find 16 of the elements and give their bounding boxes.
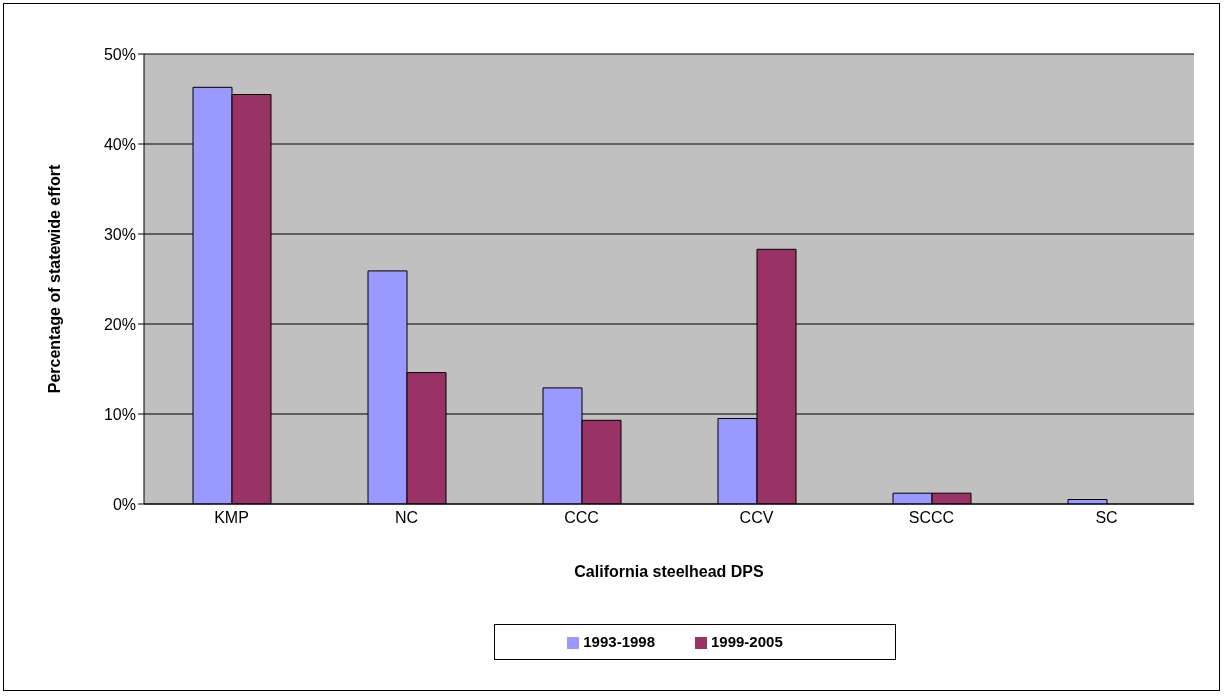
y-tick-label: 50% (103, 45, 136, 63)
y-tick-label: 0% (112, 495, 136, 513)
y-axis-title: Percentage of statewide effort (45, 164, 63, 394)
y-tick-label: 10% (103, 405, 136, 423)
x-tick-label: CCV (739, 509, 774, 527)
x-tick-label: NC (394, 509, 419, 527)
x-tick-label: CCC (564, 509, 599, 527)
x-axis-title: California steelhead DPS (574, 563, 765, 581)
y-tick-label: 20% (103, 315, 136, 333)
legend-label: 1993-1998 (583, 633, 655, 650)
y-tick-label: 40% (103, 135, 136, 153)
x-tick-label: KMP (214, 509, 249, 527)
x-tick-label: SC (1095, 509, 1118, 527)
y-tick-label: 30% (103, 225, 136, 243)
x-tick-label: SCCC (908, 509, 955, 527)
legend-label: 1999-2005 (711, 633, 783, 650)
